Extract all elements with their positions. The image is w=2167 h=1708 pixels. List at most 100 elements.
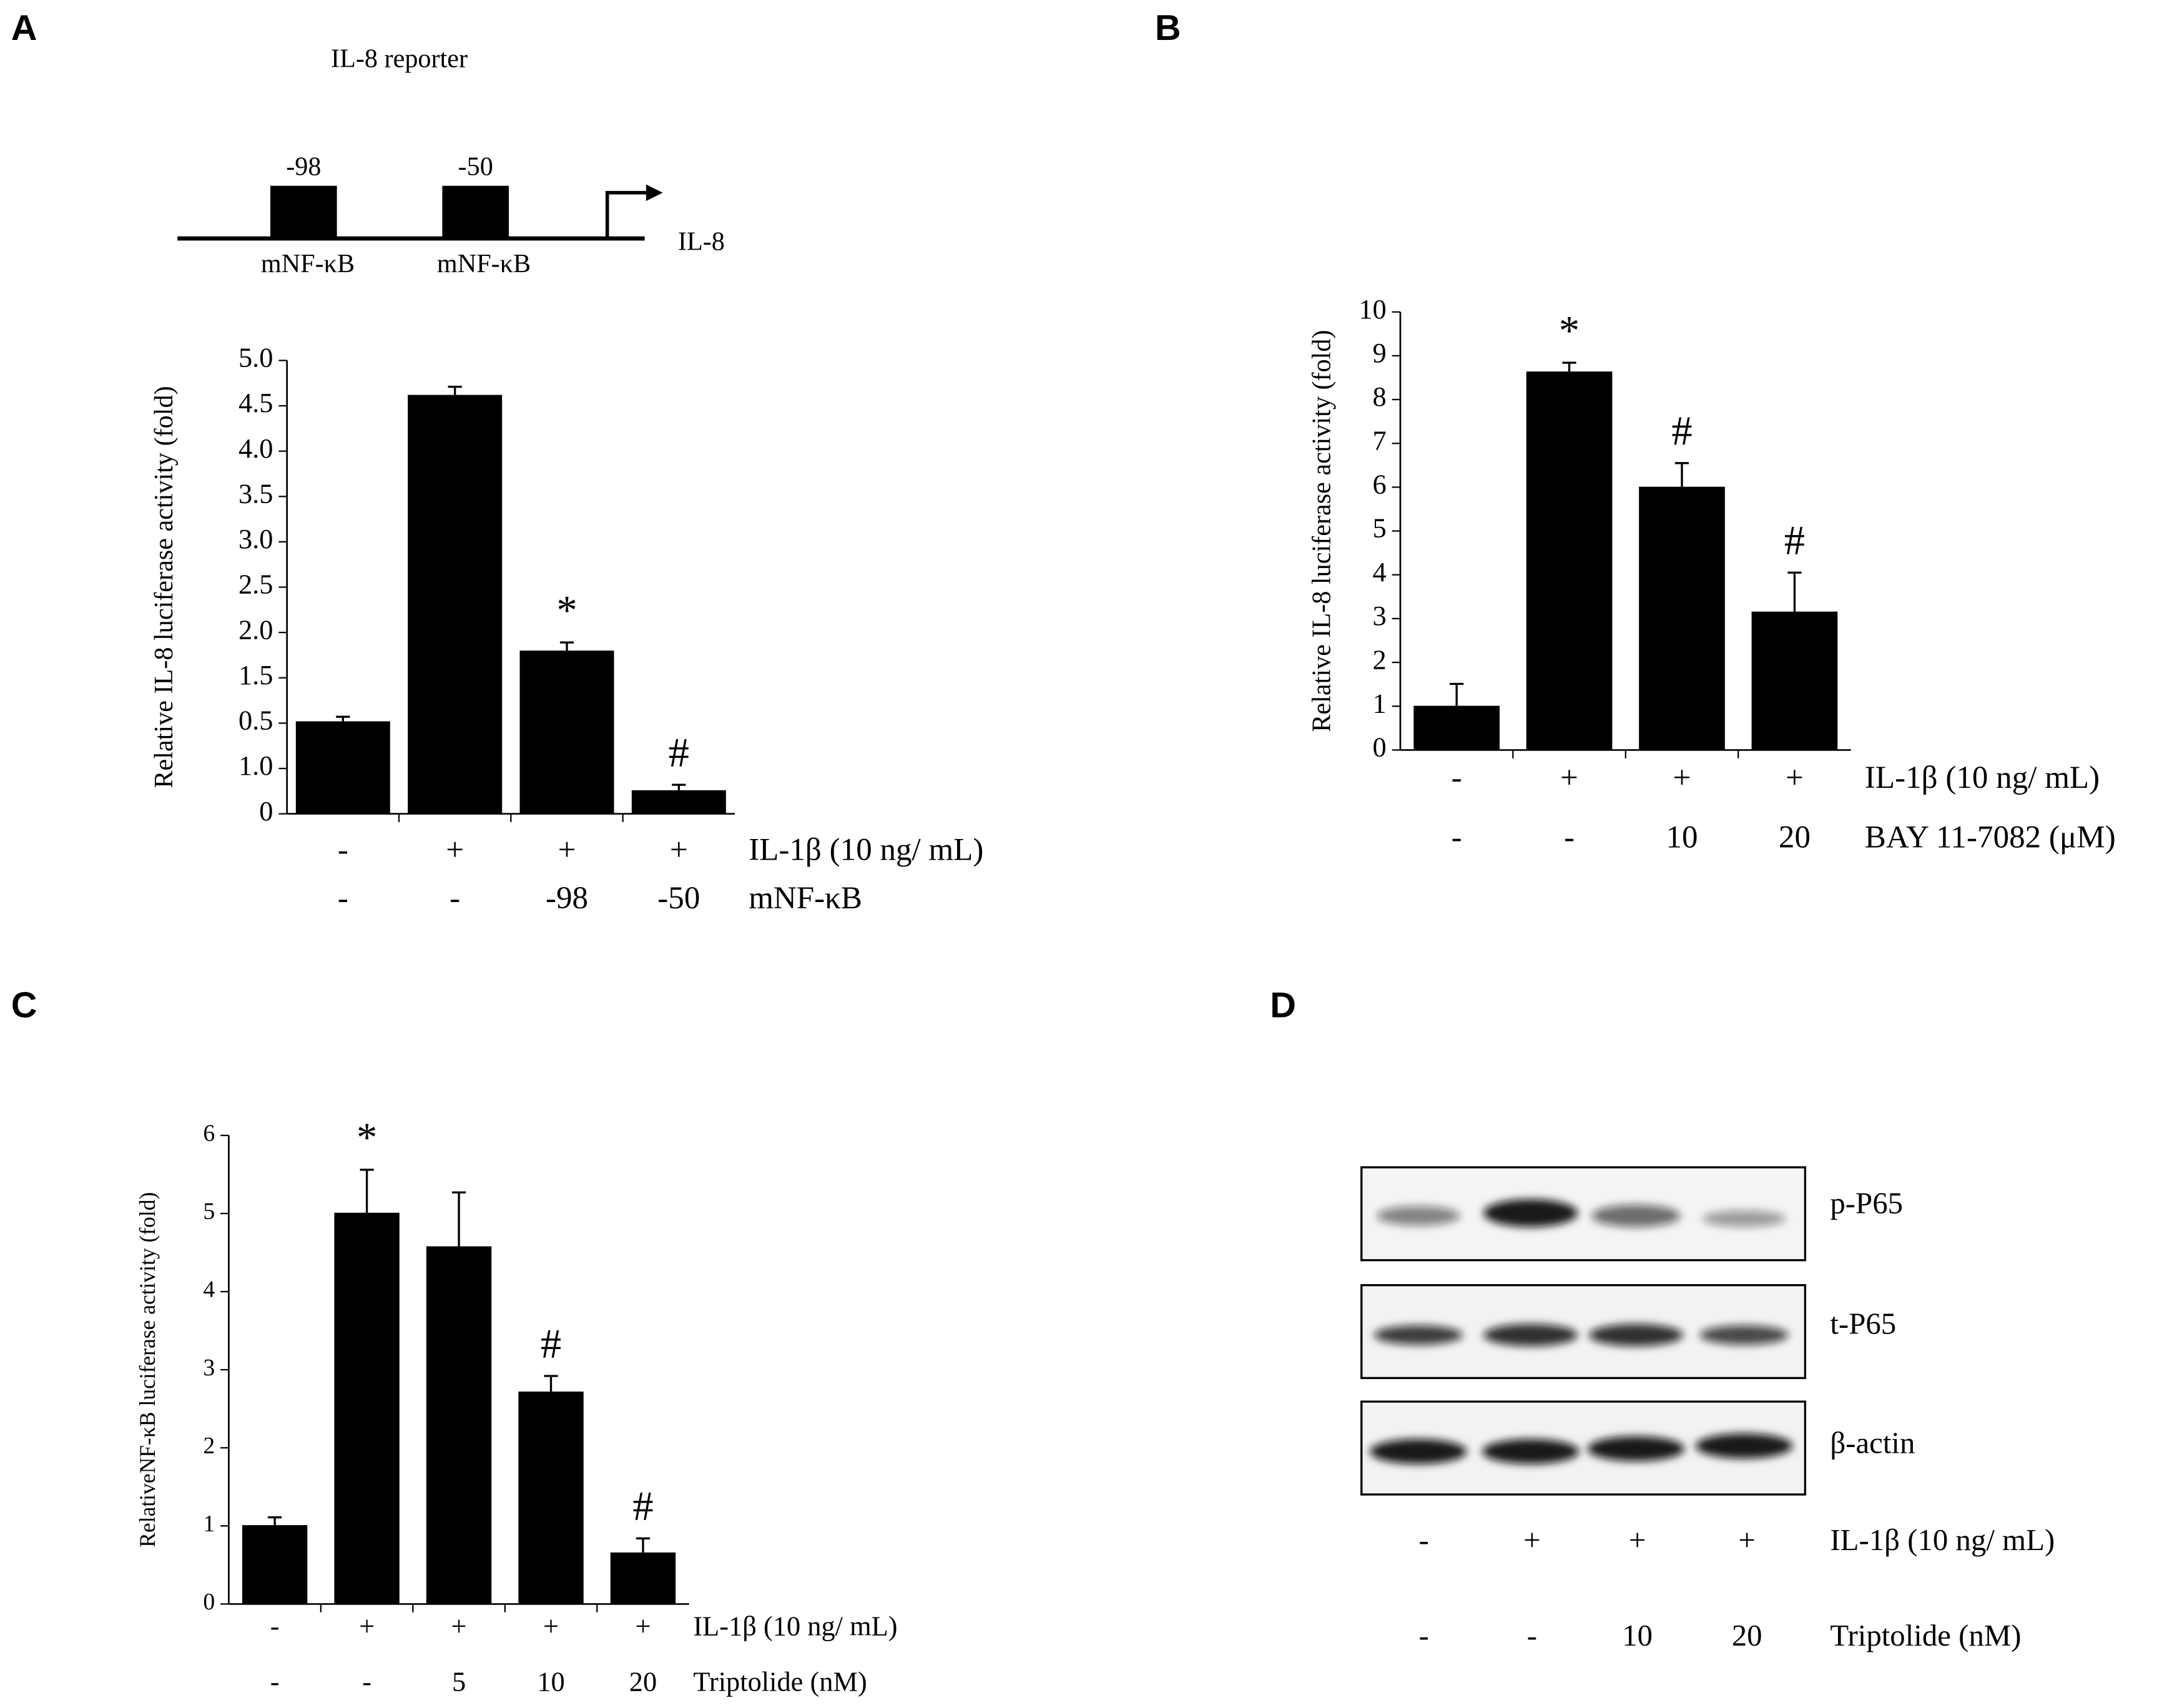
reporter-diagram: IL-8 reporter -98 -50 mNF-κB mNF-κB IL-8	[177, 44, 725, 278]
tss-arrow	[605, 190, 649, 238]
y-tick-label: 10	[1359, 293, 1386, 325]
arrow-head	[646, 184, 663, 202]
condition-value: -	[338, 832, 348, 867]
y-tick-label: 3	[203, 1355, 215, 1381]
condition-value: +	[1738, 1523, 1756, 1557]
blot-label: β-actin	[1830, 1425, 1915, 1460]
condition-value: 5	[452, 1666, 466, 1697]
y-tick-label: 5	[1373, 513, 1387, 544]
y-tick-label: 9	[1373, 337, 1387, 368]
condition-value: +	[359, 1611, 375, 1642]
bar	[295, 721, 390, 814]
site-label: mNF-κB	[437, 249, 531, 278]
bands	[1370, 1199, 1793, 1465]
y-tick-label: 6	[1373, 469, 1387, 500]
band	[1591, 1204, 1681, 1227]
site-box	[442, 185, 509, 238]
condition-label: IL-1β (10 ng/ mL)	[1830, 1523, 2055, 1557]
condition-label: mNF-κB	[749, 880, 862, 916]
bar	[408, 395, 503, 814]
y-axis-label: Relative IL-8 luciferase activity (fold)	[149, 386, 179, 788]
panel-letter: C	[11, 986, 37, 1026]
panel-letter: D	[1270, 986, 1296, 1026]
condition-value: +	[1673, 760, 1691, 795]
blot-label: t-P65	[1830, 1306, 1896, 1340]
condition-value: +	[1560, 760, 1578, 795]
condition-value: -	[1527, 1618, 1537, 1652]
y-tick-label: 0	[203, 1589, 215, 1615]
condition-value: 20	[1779, 820, 1811, 855]
condition-value: -50	[657, 880, 700, 916]
y-tick-label: 5	[203, 1199, 215, 1225]
condition-value: -	[270, 1666, 280, 1697]
band	[1703, 1210, 1786, 1227]
band	[1695, 1433, 1793, 1459]
y-tick-label: 4	[203, 1277, 215, 1303]
condition-value: -	[1452, 760, 1462, 795]
western-blot: D p-P65 t-P65 β-actin	[1270, 986, 1915, 1496]
significance-marker: #	[1671, 409, 1692, 454]
condition-value: -	[1452, 820, 1462, 855]
y-tick-label: 4	[1373, 556, 1387, 587]
condition-value: -	[362, 1666, 371, 1697]
y-tick-label: 3.5	[238, 478, 273, 509]
condition-label: Triptolide (nM)	[1830, 1618, 2021, 1652]
significance-marker: *	[356, 1116, 377, 1161]
condition-label: IL-1β (10 ng/ mL)	[749, 832, 983, 867]
bar	[1526, 371, 1613, 750]
bar	[610, 1552, 676, 1604]
condition-value: +	[635, 1611, 651, 1642]
band	[1699, 1325, 1789, 1345]
condition-label: IL-1β (10 ng/ mL)	[693, 1611, 897, 1642]
condition-value: +	[558, 832, 576, 867]
significance-marker: #	[541, 1322, 561, 1367]
condition-value: -	[1564, 820, 1575, 855]
gene-label: IL-8	[678, 227, 725, 257]
bar	[1413, 705, 1500, 750]
site-position: -50	[458, 152, 493, 182]
condition-label: IL-1β (10 ng/ mL)	[1865, 760, 2100, 795]
condition-value: +	[446, 832, 464, 867]
band	[1377, 1206, 1460, 1226]
condition-value: 10	[1666, 820, 1698, 855]
condition-label: Triptolide (nM)	[693, 1666, 867, 1697]
condition-label: BAY 11-7082 (μM)	[1865, 820, 2116, 855]
bar	[242, 1525, 308, 1604]
y-tick-label: 2	[1373, 644, 1387, 675]
significance-marker: #	[632, 1484, 653, 1529]
y-tick-label: 0.5	[238, 705, 273, 736]
y-tick-label: 0	[1373, 732, 1387, 763]
condition-value: +	[451, 1611, 467, 1642]
band	[1483, 1323, 1578, 1347]
significance-marker: #	[669, 730, 689, 776]
band	[1588, 1323, 1683, 1347]
condition-value: 20	[629, 1666, 657, 1697]
y-tick-label: 4.0	[238, 433, 273, 464]
y-tick-label: 2.0	[238, 614, 273, 645]
bar	[1751, 611, 1838, 750]
band	[1482, 1439, 1580, 1465]
bar	[519, 650, 614, 814]
y-axis-label: Relative IL-8 luciferase activity (fold)	[1307, 330, 1336, 732]
y-tick-label: 1	[1373, 687, 1387, 719]
condition-value: 10	[1622, 1618, 1653, 1652]
bar	[1639, 486, 1725, 750]
bar	[631, 790, 726, 814]
y-tick-label: 6	[203, 1120, 215, 1146]
condition-value: -98	[546, 880, 588, 916]
band	[1370, 1439, 1467, 1465]
bar	[334, 1212, 400, 1604]
blot-label: p-P65	[1830, 1185, 1903, 1220]
y-tick-label: 1	[203, 1511, 215, 1537]
y-tick-label: 5.0	[238, 342, 273, 373]
y-tick-label: 3.0	[238, 523, 273, 554]
bar	[518, 1391, 584, 1604]
band	[1587, 1436, 1685, 1461]
condition-value: +	[1523, 1523, 1541, 1557]
condition-value: -	[1419, 1618, 1429, 1652]
condition-value: -	[270, 1611, 280, 1642]
condition-value: +	[670, 832, 688, 867]
condition-value: +	[1786, 760, 1804, 795]
y-tick-label: 1.0	[238, 750, 273, 781]
panel-letter: B	[1155, 8, 1181, 48]
